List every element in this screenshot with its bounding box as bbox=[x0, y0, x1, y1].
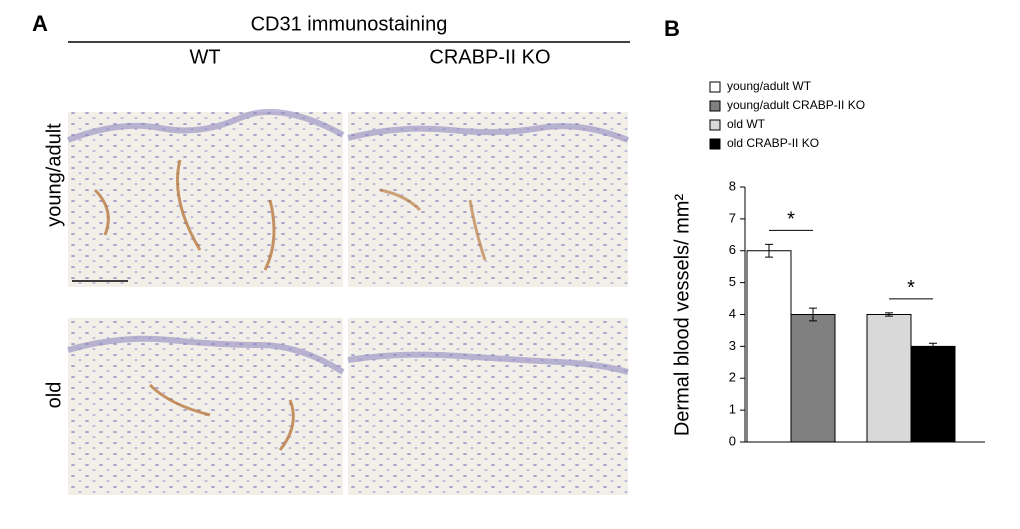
legend-label: young/adult CRABP-II KO bbox=[727, 98, 865, 112]
y-tick-label: 4 bbox=[729, 306, 736, 321]
bar bbox=[910, 345, 956, 443]
micrograph bbox=[348, 318, 628, 495]
legend-swatch bbox=[709, 138, 721, 150]
legend-label: old CRABP-II KO bbox=[727, 136, 819, 150]
panel-label: A bbox=[32, 11, 48, 36]
bar bbox=[866, 314, 912, 443]
error-bar bbox=[809, 307, 817, 322]
y-tick-label: 7 bbox=[729, 210, 736, 225]
bar bbox=[790, 314, 836, 443]
y-tick-label: 8 bbox=[729, 178, 736, 193]
micrograph bbox=[68, 112, 343, 287]
error-bar bbox=[765, 243, 773, 258]
y-tick-label: 2 bbox=[729, 370, 736, 385]
panel-title: CD31 immunostaining bbox=[251, 13, 448, 35]
row-label: old bbox=[43, 382, 65, 409]
significance-mark: * bbox=[787, 209, 795, 231]
row-label: young/adult bbox=[43, 123, 65, 227]
legend-label: old WT bbox=[727, 117, 766, 131]
micrographs bbox=[66, 108, 630, 495]
y-tick-label: 6 bbox=[729, 242, 736, 257]
y-tick-label: 1 bbox=[729, 402, 736, 417]
bar bbox=[746, 250, 792, 443]
legend-label: young/adult WT bbox=[727, 79, 812, 93]
micrograph bbox=[348, 112, 628, 287]
significance-mark: * bbox=[907, 277, 915, 299]
y-axis-label: Dermal blood vessels/ mm² bbox=[671, 194, 693, 437]
micrograph bbox=[68, 318, 343, 495]
error-bar bbox=[885, 312, 893, 317]
legend-swatch bbox=[709, 81, 721, 93]
y-tick-label: 5 bbox=[729, 274, 736, 289]
column-label: CRABP-II KO bbox=[429, 46, 550, 68]
error-bar bbox=[929, 342, 937, 351]
panel-label: B bbox=[664, 16, 680, 41]
column-label: WT bbox=[189, 46, 220, 68]
legend-swatch bbox=[709, 119, 721, 131]
y-tick-label: 3 bbox=[729, 338, 736, 353]
y-tick-label: 0 bbox=[729, 433, 736, 448]
legend-swatch bbox=[709, 100, 721, 112]
